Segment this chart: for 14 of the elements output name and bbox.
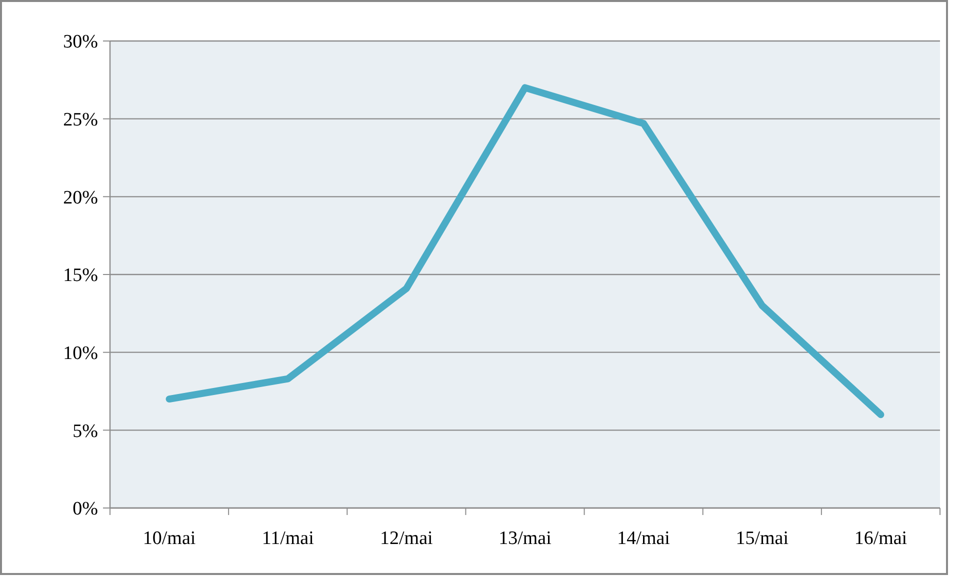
y-tick-label: 15% <box>63 265 98 286</box>
y-tick-label: 25% <box>63 109 98 130</box>
x-tick-label: 13/mai <box>498 528 552 549</box>
y-tick-label: 30% <box>63 32 98 53</box>
y-tick-label: 10% <box>63 342 98 364</box>
x-tick-label: 11/mai <box>262 528 314 549</box>
x-tick-label: 16/mai <box>854 528 908 549</box>
x-tick-label: 12/mai <box>380 528 433 549</box>
x-tick-label: 15/mai <box>736 528 789 549</box>
y-tick-label: 20% <box>63 187 98 208</box>
x-tick-label: 10/mai <box>142 528 196 549</box>
x-tick-label: 14/mai <box>617 528 670 549</box>
y-tick-label: 5% <box>72 420 98 442</box>
y-tick-label: 0% <box>72 498 98 520</box>
